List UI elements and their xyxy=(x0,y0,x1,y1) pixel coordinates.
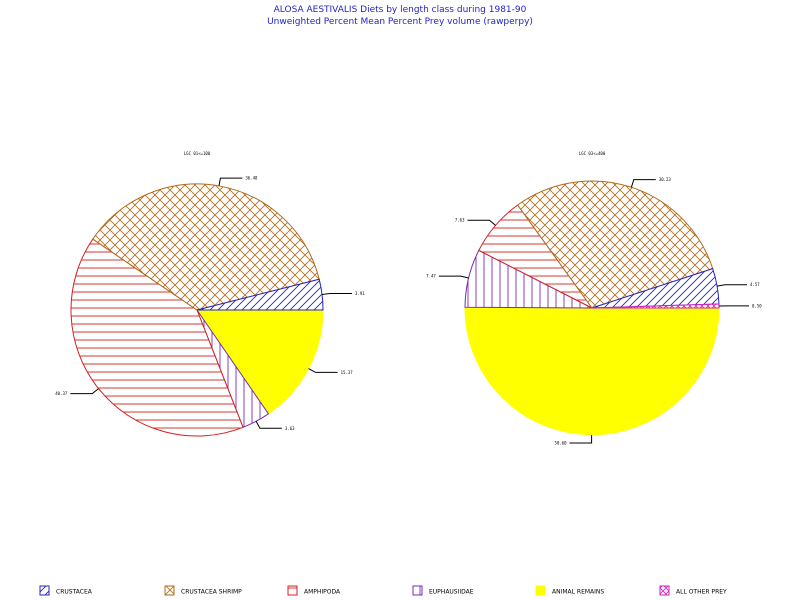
pie-1-value-label-crustacea-shrimp: 36.48 xyxy=(245,176,258,181)
pie-2-leader-euphausiidae xyxy=(438,275,469,279)
pie-1-value-label-crustacea: 3.91 xyxy=(355,291,365,296)
pie-2-value-label-all-other-prey: 0.50 xyxy=(752,303,762,308)
pie-2-leader-crustacea xyxy=(717,284,747,287)
pie-2-value-label-amphipoda: 7.63 xyxy=(455,218,465,223)
pie-1-leader-animal-remains xyxy=(308,368,338,373)
pie-2: LGC 03<=400 50.60 7.47 7.63 30.23 4.57 0.50 xyxy=(426,151,762,446)
legend-swatch-crustacea xyxy=(39,585,50,596)
pie-1-slices: 15.37 3.63 40.37 36.48 3.91 xyxy=(55,176,365,437)
pie-2-slice-all-other-prey xyxy=(591,303,720,309)
legend-label-euphausiidae: EUPHAUSIIDAE xyxy=(429,589,474,596)
pie-1-label: LGC 01<=100 xyxy=(184,151,211,156)
pie-1-value-label-euphausiidae: 3.63 xyxy=(285,426,295,431)
chart-subtitle: Unweighted Percent Mean Percent Prey vol… xyxy=(267,17,533,27)
pie-2-slice-animal-remains xyxy=(464,306,720,436)
pie-2-value-label-euphausiidae: 7.47 xyxy=(426,274,436,279)
pie-2-label: LGC 03<=400 xyxy=(579,151,606,156)
pie-1-value-label-amphipoda: 40.37 xyxy=(55,391,68,396)
legend-swatch-euphausiidae xyxy=(412,585,423,596)
pie-2-value-label-animal-remains: 50.60 xyxy=(555,441,568,446)
pie-1-value-label-animal-remains: 15.37 xyxy=(341,370,354,375)
pie-1: LGC 01<=100 15.37 3.63 40.37 36.48 3.91 xyxy=(55,151,365,437)
pie-2-leader-crustacea-shrimp xyxy=(630,179,656,188)
legend-swatch-amphipoda xyxy=(287,585,298,596)
pie-2-leader-animal-remains xyxy=(569,435,593,444)
legend-swatch-all-other-prey xyxy=(659,585,670,596)
pie-1-slice-crustacea-shrimp xyxy=(92,183,320,311)
legend-label-all-other-prey: ALL OTHER PREY xyxy=(676,589,727,596)
pie-1-leader-crustacea xyxy=(321,293,352,295)
legend: CRUSTACEA CRUSTACEA SHRIMP AMPHIPODA EUPHAU… xyxy=(39,585,727,596)
legend-swatch-crustacea-shrimp xyxy=(164,585,175,596)
pie-2-value-label-crustacea: 4.57 xyxy=(750,282,760,287)
pie-1-leader-crustacea-shrimp xyxy=(218,177,243,186)
legend-label-animal-remains: ANIMAL REMAINS xyxy=(552,589,604,596)
legend-label-crustacea-shrimp: CRUSTACEA SHRIMP xyxy=(181,589,242,596)
pie-1-leader-amphipoda xyxy=(70,388,99,395)
legend-swatch-animal-remains xyxy=(535,585,546,596)
legend-label-crustacea: CRUSTACEA xyxy=(56,589,93,596)
pie-1-leader-euphausiidae xyxy=(255,421,282,429)
pie-2-value-label-crustacea-shrimp: 30.23 xyxy=(659,177,672,182)
legend-label-amphipoda: AMPHIPODA xyxy=(304,589,341,596)
pie-2-leader-amphipoda xyxy=(467,219,496,226)
chart-title: ALOSA AESTIVALIS Diets by length class d… xyxy=(274,5,527,15)
pie-1-slice-amphipoda xyxy=(70,238,244,437)
pie-2-slices: 50.60 7.47 7.63 30.23 4.57 0.50 xyxy=(426,177,762,445)
